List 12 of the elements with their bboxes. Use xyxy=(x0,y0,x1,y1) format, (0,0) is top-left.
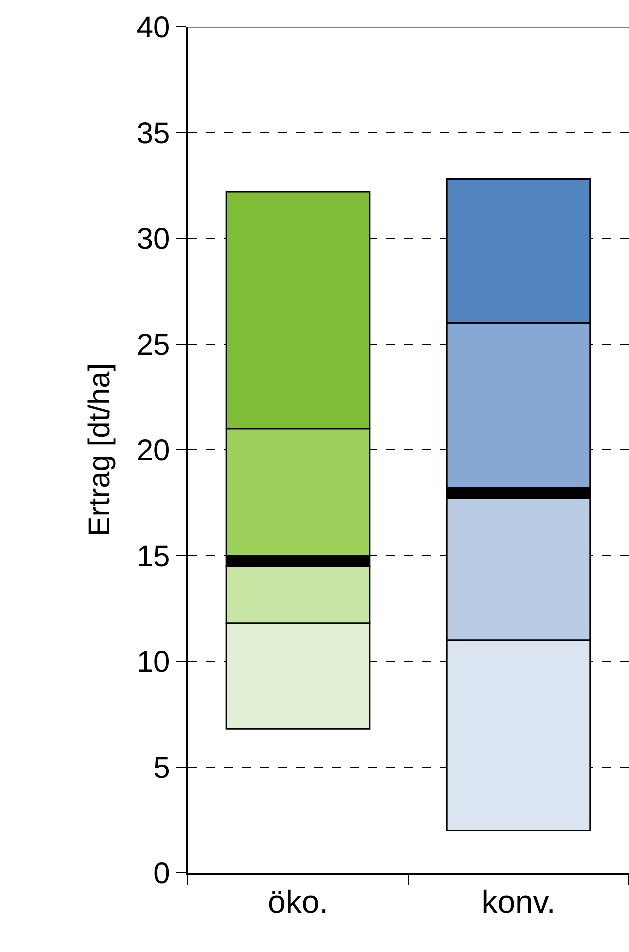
y-tick-label: 5 xyxy=(154,752,170,785)
y-tick-label: 20 xyxy=(136,434,170,468)
y-tick-label: 30 xyxy=(136,223,170,256)
y-tick-label: 40 xyxy=(136,12,170,44)
y-tick-label: 10 xyxy=(136,646,170,679)
y-tick-label: 0 xyxy=(154,858,170,890)
y-axis-title: Ertrag [dt/ha] xyxy=(83,363,116,537)
y-tick-label: 25 xyxy=(136,328,170,362)
x-tick-label: öko. xyxy=(268,884,328,920)
y-tick-label: 35 xyxy=(136,117,170,150)
y-tick-label: 15 xyxy=(136,540,170,574)
x-tick-label: konv. xyxy=(482,884,556,920)
